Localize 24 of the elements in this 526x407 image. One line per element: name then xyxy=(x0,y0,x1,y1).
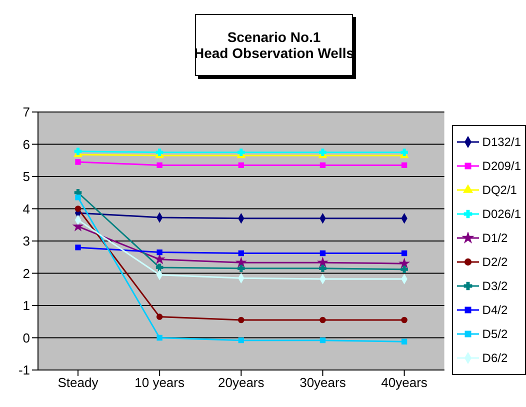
y-tick-label: 5 xyxy=(22,169,30,184)
legend-label: D6/2 xyxy=(482,351,508,365)
legend-label: DQ2/1 xyxy=(482,183,517,197)
x-tick-label: 40years xyxy=(381,375,428,390)
y-tick-label: 4 xyxy=(22,201,30,216)
legend-label: D1/2 xyxy=(482,231,508,245)
legend-label: D209/1 xyxy=(482,159,521,173)
x-tick-label: Steady xyxy=(58,375,99,390)
legend-label: D2/2 xyxy=(482,255,508,269)
y-tick-label: 0 xyxy=(22,330,30,346)
y-tick-label: 3 xyxy=(22,234,30,249)
y-tick-label: -1 xyxy=(18,362,30,378)
legend-label: D132/1 xyxy=(482,135,521,149)
y-tick-label: 6 xyxy=(22,136,30,152)
legend-label: D4/2 xyxy=(482,303,508,317)
legend-label: D026/1 xyxy=(482,207,521,221)
x-tick-label: 20years xyxy=(218,375,265,390)
x-tick-label: 30years xyxy=(300,375,346,390)
legend-label: D5/2 xyxy=(482,327,508,341)
x-tick-label: 10 years xyxy=(134,375,185,390)
y-tick-label: 1 xyxy=(22,298,30,314)
y-tick-label: 2 xyxy=(22,266,30,281)
legend-label: D3/2 xyxy=(482,279,508,293)
y-tick-label: 7 xyxy=(22,104,30,120)
